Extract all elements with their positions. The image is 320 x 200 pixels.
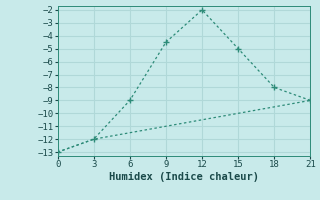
X-axis label: Humidex (Indice chaleur): Humidex (Indice chaleur) <box>109 172 259 182</box>
